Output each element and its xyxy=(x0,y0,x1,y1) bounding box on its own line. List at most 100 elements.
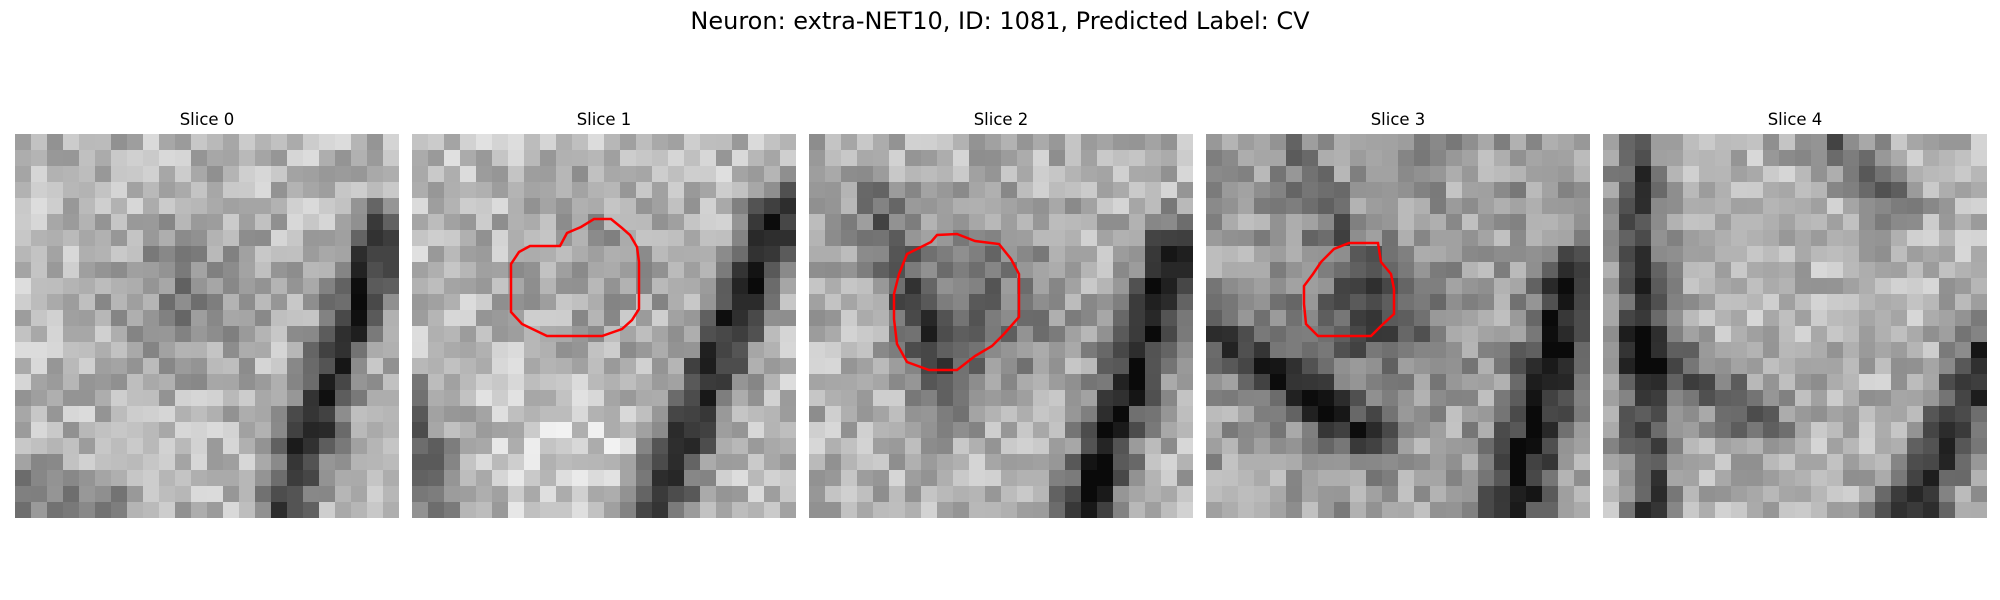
image-pixel xyxy=(143,214,160,231)
image-pixel xyxy=(207,406,224,423)
image-pixel xyxy=(764,454,781,471)
image-pixel xyxy=(1145,134,1162,151)
image-pixel xyxy=(1939,502,1956,518)
image-pixel xyxy=(63,390,80,407)
image-pixel xyxy=(620,166,637,183)
image-pixel xyxy=(1795,262,1812,279)
slice-image-3 xyxy=(1206,134,1590,518)
image-pixel xyxy=(287,390,304,407)
image-pixel xyxy=(1603,406,1620,423)
image-pixel xyxy=(1113,342,1130,359)
image-pixel xyxy=(572,230,589,247)
image-pixel xyxy=(1398,134,1415,151)
slice-image-4 xyxy=(1603,134,1987,518)
slice-panel-3: Slice 3 xyxy=(1206,108,1590,132)
image-pixel xyxy=(47,246,64,263)
image-pixel xyxy=(127,454,144,471)
image-pixel xyxy=(1971,230,1987,247)
image-pixel xyxy=(1619,406,1636,423)
image-pixel xyxy=(809,198,826,215)
image-pixel xyxy=(287,438,304,455)
image-pixel xyxy=(175,390,192,407)
image-pixel xyxy=(335,438,352,455)
image-pixel xyxy=(1763,502,1780,518)
image-pixel xyxy=(1510,150,1527,167)
image-pixel xyxy=(540,470,557,487)
image-pixel xyxy=(255,390,272,407)
image-pixel xyxy=(1398,390,1415,407)
image-pixel xyxy=(1827,470,1844,487)
image-pixel xyxy=(764,198,781,215)
image-pixel xyxy=(1129,502,1146,518)
image-pixel xyxy=(1859,230,1876,247)
image-pixel xyxy=(191,150,208,167)
image-pixel xyxy=(303,198,320,215)
image-pixel xyxy=(1875,422,1892,439)
image-pixel xyxy=(780,134,796,151)
image-pixel xyxy=(937,134,954,151)
image-pixel xyxy=(1318,294,1335,311)
image-pixel xyxy=(905,150,922,167)
image-pixel xyxy=(604,246,621,263)
image-pixel xyxy=(540,422,557,439)
image-pixel xyxy=(1161,182,1178,199)
image-pixel xyxy=(1635,326,1652,343)
image-pixel xyxy=(460,422,477,439)
image-pixel xyxy=(1811,438,1828,455)
image-pixel xyxy=(1763,438,1780,455)
image-pixel xyxy=(1747,214,1764,231)
image-pixel xyxy=(1747,454,1764,471)
image-pixel xyxy=(95,374,112,391)
image-pixel xyxy=(127,374,144,391)
image-pixel xyxy=(428,502,445,518)
image-pixel xyxy=(1747,182,1764,199)
image-pixel xyxy=(540,390,557,407)
image-pixel xyxy=(428,374,445,391)
image-pixel xyxy=(1001,166,1018,183)
image-pixel xyxy=(1971,278,1987,295)
image-pixel xyxy=(1446,422,1463,439)
image-pixel xyxy=(1667,438,1684,455)
image-pixel xyxy=(191,262,208,279)
image-pixel xyxy=(175,470,192,487)
image-pixel xyxy=(1699,278,1716,295)
image-pixel xyxy=(255,406,272,423)
image-pixel xyxy=(303,406,320,423)
image-pixel xyxy=(79,390,96,407)
image-pixel xyxy=(1113,214,1130,231)
image-pixel xyxy=(1907,406,1924,423)
image-pixel xyxy=(1747,486,1764,503)
image-pixel xyxy=(1065,310,1082,327)
image-pixel xyxy=(95,390,112,407)
image-pixel xyxy=(969,134,986,151)
image-pixel xyxy=(540,486,557,503)
image-pixel xyxy=(1430,502,1447,518)
image-pixel xyxy=(953,502,970,518)
image-pixel xyxy=(1923,278,1940,295)
image-pixel xyxy=(1049,470,1066,487)
image-pixel xyxy=(1382,150,1399,167)
image-pixel xyxy=(15,182,32,199)
image-pixel xyxy=(1366,374,1383,391)
image-pixel xyxy=(921,422,938,439)
image-pixel xyxy=(1811,342,1828,359)
image-pixel xyxy=(428,214,445,231)
image-pixel xyxy=(143,374,160,391)
image-pixel xyxy=(1526,150,1543,167)
image-pixel xyxy=(191,454,208,471)
image-pixel xyxy=(428,182,445,199)
image-pixel xyxy=(1430,326,1447,343)
image-pixel xyxy=(825,198,842,215)
image-pixel xyxy=(1875,486,1892,503)
image-pixel xyxy=(921,166,938,183)
image-pixel xyxy=(1843,406,1860,423)
image-pixel xyxy=(492,246,509,263)
image-pixel xyxy=(780,342,796,359)
image-pixel xyxy=(1049,278,1066,295)
image-pixel xyxy=(1097,198,1114,215)
image-pixel xyxy=(1510,310,1527,327)
image-pixel xyxy=(15,326,32,343)
image-pixel xyxy=(1763,294,1780,311)
image-pixel xyxy=(1859,438,1876,455)
image-pixel xyxy=(476,182,493,199)
